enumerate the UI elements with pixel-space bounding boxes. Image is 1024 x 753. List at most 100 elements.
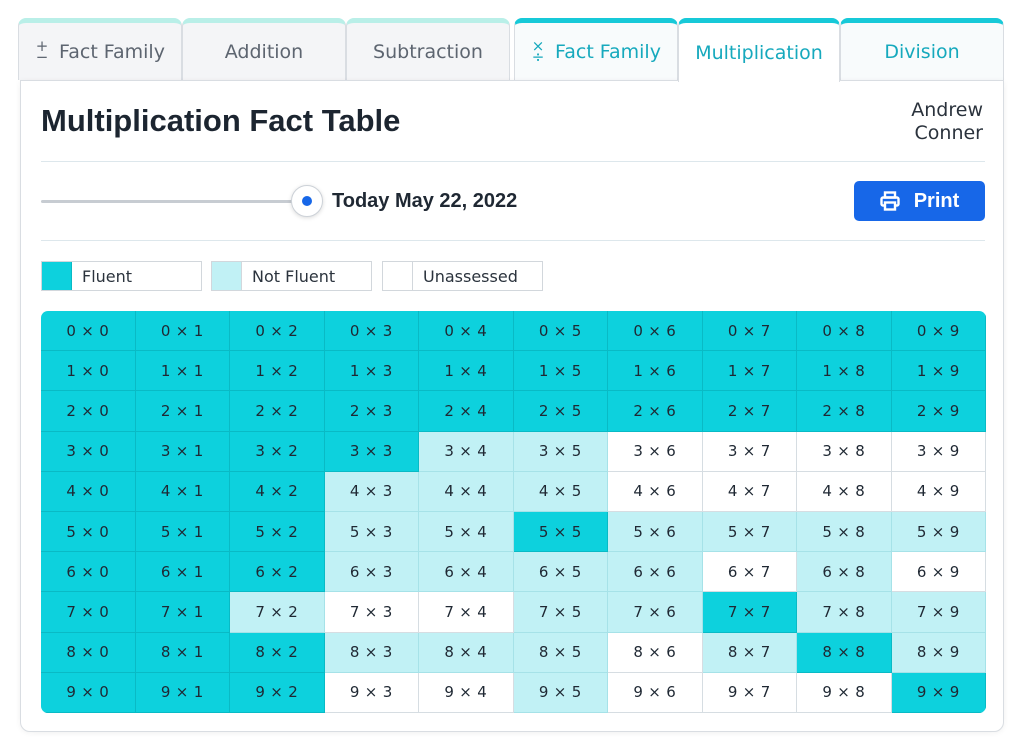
fact-cell-7x4[interactable]: 7 × 4 (419, 592, 514, 633)
fact-cell-0x1[interactable]: 0 × 1 (135, 311, 230, 352)
fact-cell-4x4[interactable]: 4 × 4 (419, 471, 514, 512)
tab-division[interactable]: Division (840, 18, 1004, 80)
fact-cell-9x6[interactable]: 9 × 6 (608, 672, 703, 713)
fact-cell-5x0[interactable]: 5 × 0 (41, 512, 136, 553)
fact-cell-4x2[interactable]: 4 × 2 (230, 471, 325, 512)
fact-cell-2x5[interactable]: 2 × 5 (513, 391, 608, 432)
fact-cell-1x3[interactable]: 1 × 3 (324, 351, 419, 392)
tab-addition[interactable]: Addition (182, 18, 346, 80)
print-button[interactable]: Print (854, 181, 985, 221)
fact-cell-5x7[interactable]: 5 × 7 (702, 512, 797, 553)
tab-multiplication[interactable]: Multiplication (678, 18, 840, 82)
fact-cell-3x8[interactable]: 3 × 8 (797, 431, 892, 472)
fact-cell-8x8[interactable]: 8 × 8 (797, 632, 892, 673)
fact-cell-8x0[interactable]: 8 × 0 (41, 632, 136, 673)
fact-cell-1x5[interactable]: 1 × 5 (513, 351, 608, 392)
timeline-slider-handle[interactable] (291, 185, 323, 217)
fact-cell-8x3[interactable]: 8 × 3 (324, 632, 419, 673)
fact-cell-9x9[interactable]: 9 × 9 (891, 672, 986, 713)
tab-subtraction[interactable]: Subtraction (346, 18, 510, 80)
fact-cell-9x1[interactable]: 9 × 1 (135, 672, 230, 713)
fact-cell-3x4[interactable]: 3 × 4 (419, 431, 514, 472)
fact-cell-5x4[interactable]: 5 × 4 (419, 512, 514, 553)
fact-cell-1x9[interactable]: 1 × 9 (891, 351, 986, 392)
fact-cell-1x2[interactable]: 1 × 2 (230, 351, 325, 392)
fact-cell-6x7[interactable]: 6 × 7 (702, 552, 797, 593)
fact-cell-2x9[interactable]: 2 × 9 (891, 391, 986, 432)
fact-cell-7x1[interactable]: 7 × 1 (135, 592, 230, 633)
fact-cell-0x9[interactable]: 0 × 9 (891, 311, 986, 352)
fact-cell-0x7[interactable]: 0 × 7 (702, 311, 797, 352)
tab-fact-family-addsub[interactable]: + − Fact Family (18, 18, 182, 80)
fact-cell-1x4[interactable]: 1 × 4 (419, 351, 514, 392)
fact-cell-3x7[interactable]: 3 × 7 (702, 431, 797, 472)
fact-cell-6x2[interactable]: 6 × 2 (230, 552, 325, 593)
fact-cell-2x4[interactable]: 2 × 4 (419, 391, 514, 432)
fact-cell-5x8[interactable]: 5 × 8 (797, 512, 892, 553)
timeline-slider-track[interactable] (41, 200, 307, 203)
fact-cell-9x4[interactable]: 9 × 4 (419, 672, 514, 713)
tab-fact-family-multdiv[interactable]: × ÷ Fact Family (514, 18, 678, 80)
fact-cell-3x5[interactable]: 3 × 5 (513, 431, 608, 472)
fact-cell-0x5[interactable]: 0 × 5 (513, 311, 608, 352)
fact-cell-3x1[interactable]: 3 × 1 (135, 431, 230, 472)
fact-cell-4x9[interactable]: 4 × 9 (891, 471, 986, 512)
fact-cell-6x3[interactable]: 6 × 3 (324, 552, 419, 593)
fact-cell-3x2[interactable]: 3 × 2 (230, 431, 325, 472)
fact-cell-3x0[interactable]: 3 × 0 (41, 431, 136, 472)
fact-cell-2x7[interactable]: 2 × 7 (702, 391, 797, 432)
fact-cell-4x6[interactable]: 4 × 6 (608, 471, 703, 512)
fact-cell-0x3[interactable]: 0 × 3 (324, 311, 419, 352)
fact-cell-6x5[interactable]: 6 × 5 (513, 552, 608, 593)
fact-cell-4x8[interactable]: 4 × 8 (797, 471, 892, 512)
fact-cell-8x7[interactable]: 8 × 7 (702, 632, 797, 673)
fact-cell-4x3[interactable]: 4 × 3 (324, 471, 419, 512)
fact-cell-0x2[interactable]: 0 × 2 (230, 311, 325, 352)
fact-cell-1x8[interactable]: 1 × 8 (797, 351, 892, 392)
fact-cell-9x8[interactable]: 9 × 8 (797, 672, 892, 713)
fact-cell-2x8[interactable]: 2 × 8 (797, 391, 892, 432)
fact-cell-5x9[interactable]: 5 × 9 (891, 512, 986, 553)
fact-cell-2x0[interactable]: 2 × 0 (41, 391, 136, 432)
fact-cell-6x6[interactable]: 6 × 6 (608, 552, 703, 593)
fact-cell-3x6[interactable]: 3 × 6 (608, 431, 703, 472)
fact-cell-5x1[interactable]: 5 × 1 (135, 512, 230, 553)
fact-cell-2x2[interactable]: 2 × 2 (230, 391, 325, 432)
fact-cell-7x2[interactable]: 7 × 2 (230, 592, 325, 633)
fact-cell-9x2[interactable]: 9 × 2 (230, 672, 325, 713)
fact-cell-5x5[interactable]: 5 × 5 (513, 512, 608, 553)
fact-cell-4x5[interactable]: 4 × 5 (513, 471, 608, 512)
fact-cell-6x0[interactable]: 6 × 0 (41, 552, 136, 593)
fact-cell-8x4[interactable]: 8 × 4 (419, 632, 514, 673)
fact-cell-6x8[interactable]: 6 × 8 (797, 552, 892, 593)
fact-cell-8x6[interactable]: 8 × 6 (608, 632, 703, 673)
fact-cell-4x1[interactable]: 4 × 1 (135, 471, 230, 512)
fact-cell-2x3[interactable]: 2 × 3 (324, 391, 419, 432)
fact-cell-9x3[interactable]: 9 × 3 (324, 672, 419, 713)
fact-cell-7x8[interactable]: 7 × 8 (797, 592, 892, 633)
fact-cell-9x7[interactable]: 9 × 7 (702, 672, 797, 713)
fact-cell-5x3[interactable]: 5 × 3 (324, 512, 419, 553)
fact-cell-3x9[interactable]: 3 × 9 (891, 431, 986, 472)
fact-cell-5x6[interactable]: 5 × 6 (608, 512, 703, 553)
fact-cell-0x0[interactable]: 0 × 0 (41, 311, 136, 352)
fact-cell-1x1[interactable]: 1 × 1 (135, 351, 230, 392)
fact-cell-4x0[interactable]: 4 × 0 (41, 471, 136, 512)
fact-cell-7x5[interactable]: 7 × 5 (513, 592, 608, 633)
fact-cell-0x4[interactable]: 0 × 4 (419, 311, 514, 352)
fact-cell-8x5[interactable]: 8 × 5 (513, 632, 608, 673)
fact-cell-2x6[interactable]: 2 × 6 (608, 391, 703, 432)
fact-cell-6x4[interactable]: 6 × 4 (419, 552, 514, 593)
fact-cell-7x7[interactable]: 7 × 7 (702, 592, 797, 633)
fact-cell-7x3[interactable]: 7 × 3 (324, 592, 419, 633)
fact-cell-9x5[interactable]: 9 × 5 (513, 672, 608, 713)
fact-cell-1x7[interactable]: 1 × 7 (702, 351, 797, 392)
fact-cell-4x7[interactable]: 4 × 7 (702, 471, 797, 512)
fact-cell-6x1[interactable]: 6 × 1 (135, 552, 230, 593)
fact-cell-7x6[interactable]: 7 × 6 (608, 592, 703, 633)
fact-cell-9x0[interactable]: 9 × 0 (41, 672, 136, 713)
fact-cell-8x2[interactable]: 8 × 2 (230, 632, 325, 673)
fact-cell-1x0[interactable]: 1 × 0 (41, 351, 136, 392)
fact-cell-2x1[interactable]: 2 × 1 (135, 391, 230, 432)
fact-cell-8x9[interactable]: 8 × 9 (891, 632, 986, 673)
